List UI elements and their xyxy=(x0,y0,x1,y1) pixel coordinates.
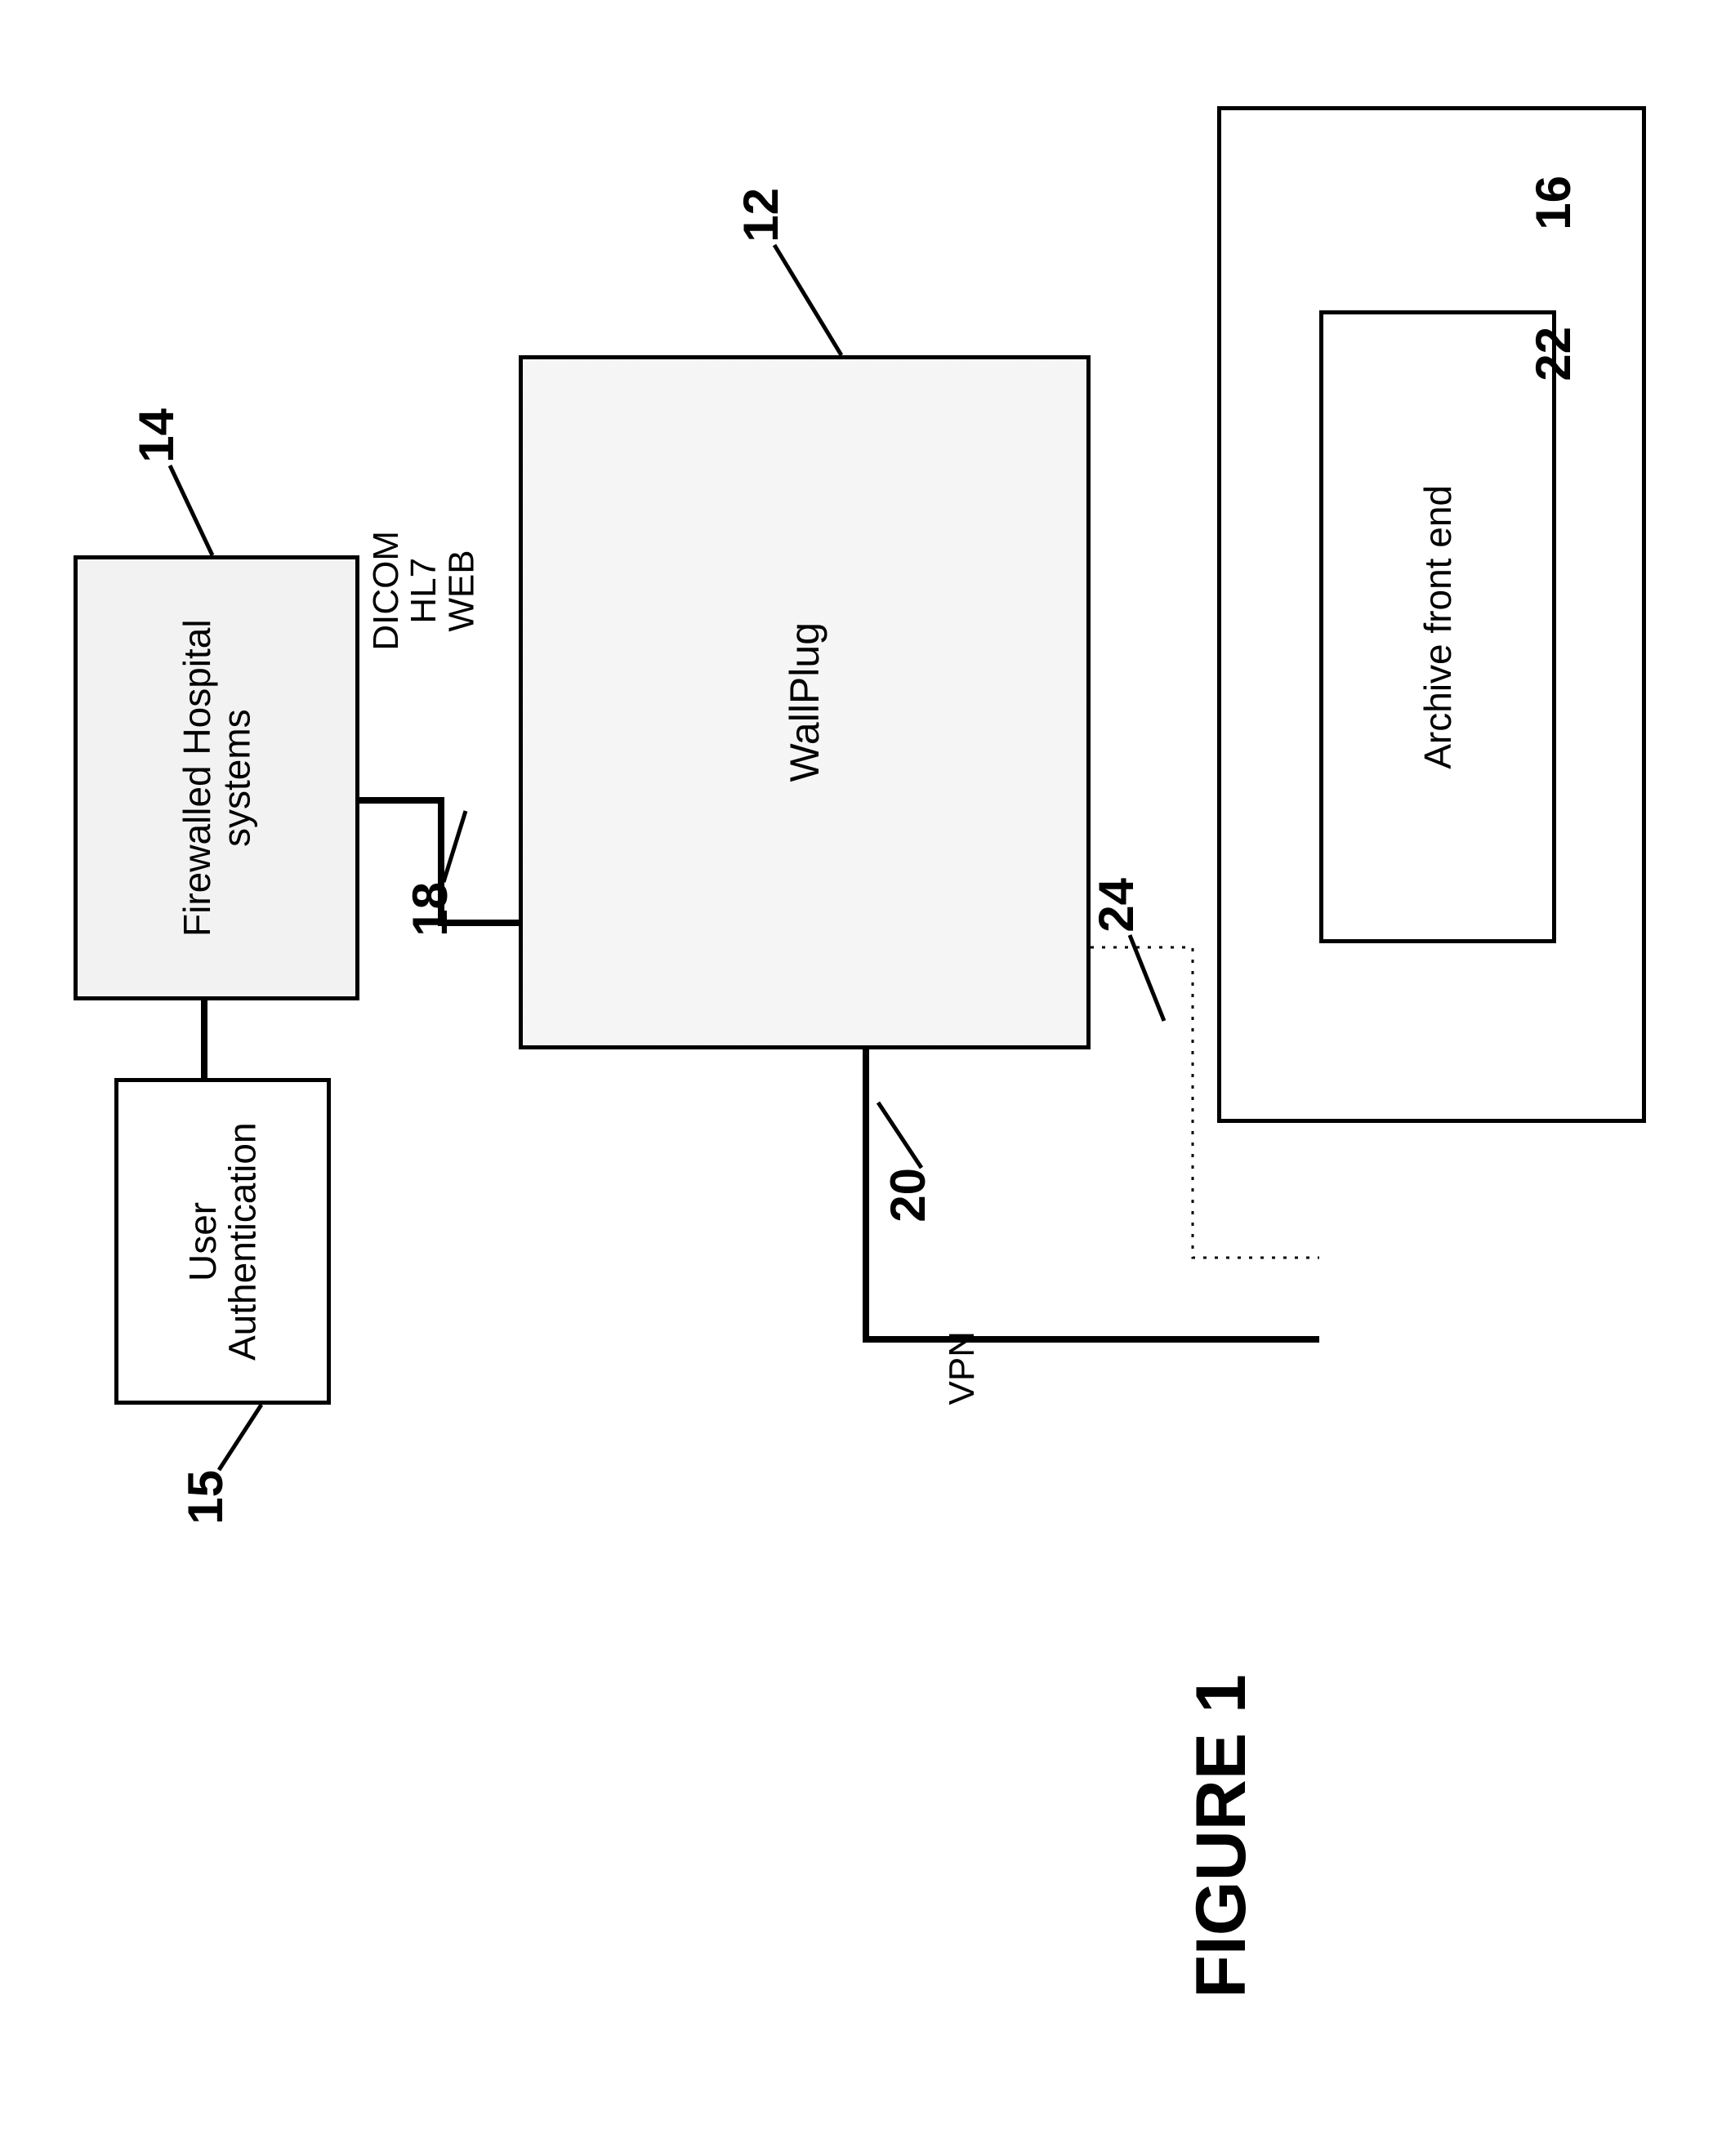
ref-20: 20 xyxy=(882,1168,934,1223)
vpn-label: VPN xyxy=(943,1331,981,1405)
ref-22: 22 xyxy=(1528,327,1579,381)
wallplug-label: WallPlug xyxy=(783,622,827,782)
ref-12: 12 xyxy=(735,188,787,243)
web-text: WEB xyxy=(441,550,481,631)
firewalled-hospital-label: Firewalled Hospital systems xyxy=(177,564,257,992)
dicom-text: DICOM xyxy=(366,531,406,651)
wallplug-box: WallPlug xyxy=(519,355,1091,1049)
dicom-hl7-web-label: DICOM HL7 WEB xyxy=(368,531,481,651)
vpn-text: VPN xyxy=(942,1331,982,1405)
ref-18: 18 xyxy=(404,882,456,937)
ref-16: 16 xyxy=(1528,176,1579,230)
figure-page: Firewalled Hospital systems User Authent… xyxy=(0,0,1713,2156)
figure-label: FIGURE 1 xyxy=(1184,1674,1258,1998)
ref-15: 15 xyxy=(180,1470,231,1525)
user-auth-label: User Authentication xyxy=(183,1086,262,1396)
ref-24: 24 xyxy=(1091,878,1142,933)
archive-front-end-label: Archive front end xyxy=(1418,485,1457,769)
ref-14: 14 xyxy=(131,408,182,463)
user-auth-box: User Authentication xyxy=(114,1078,331,1405)
archive-front-end-box: Archive front end xyxy=(1319,310,1556,943)
firewalled-hospital-box: Firewalled Hospital systems xyxy=(74,555,359,1000)
hl7-text: HL7 xyxy=(404,558,444,624)
